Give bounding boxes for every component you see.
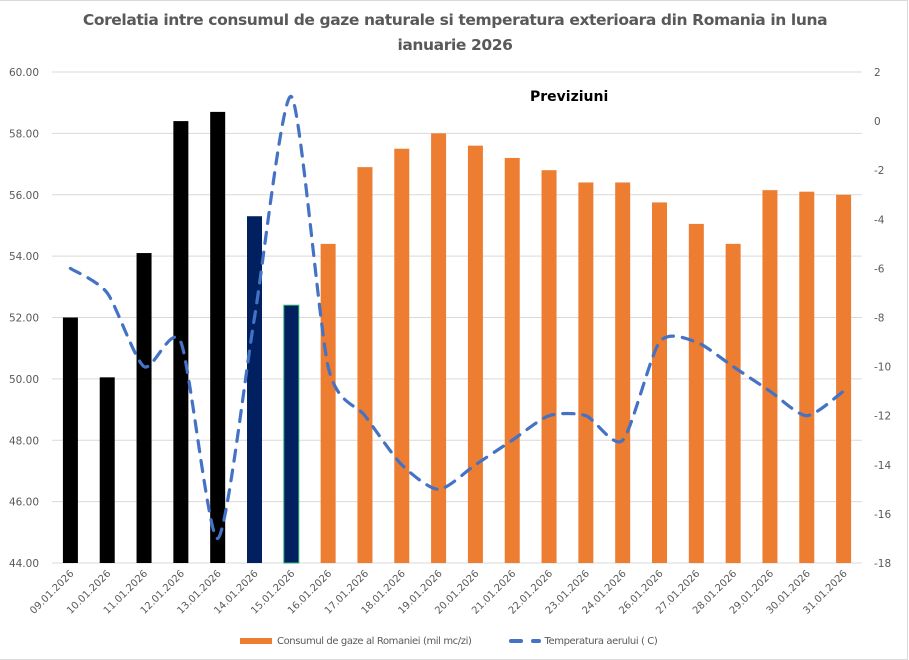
- chart-title-line-1: Corelatia intre consumul de gaze natural…: [82, 11, 828, 29]
- bar: [62, 317, 78, 563]
- bar: [467, 145, 483, 563]
- y-left-tick-label: 46.00: [9, 497, 39, 509]
- bar: [799, 191, 815, 563]
- y-left-tick-label: 52.00: [9, 313, 39, 325]
- bar: [504, 157, 520, 564]
- bar: [836, 194, 852, 563]
- bar: [431, 133, 447, 563]
- y-left-tick-label: 44.00: [9, 558, 39, 570]
- bar: [394, 148, 410, 563]
- y-right-tick-label: -16: [874, 509, 891, 521]
- legend-label-consumption: Consumul de gaze al Romaniei (mil mc/zi): [277, 635, 472, 647]
- bar: [283, 304, 300, 564]
- y-right-tick-label: -18: [874, 558, 891, 570]
- y-right-tick-label: -10: [874, 362, 891, 374]
- bar: [615, 182, 631, 563]
- bar: [578, 182, 594, 563]
- chart-title: Corelatia intre consumul de gaze natural…: [60, 8, 850, 58]
- y-right-tick-label: -6: [874, 263, 885, 275]
- y-left-tick-label: 56.00: [9, 190, 39, 202]
- legend-item-consumption[interactable]: Consumul de gaze al Romaniei (mil mc/zi): [240, 635, 472, 647]
- y-right-tick-label: -14: [874, 460, 891, 472]
- bar: [247, 216, 262, 563]
- bar: [320, 243, 336, 563]
- forecast-annotation: Previziuni: [530, 89, 608, 105]
- y-right-tick-label: 2: [874, 67, 881, 79]
- y-right-tick-label: -12: [874, 411, 891, 423]
- legend-item-temperature[interactable]: Temperatura aerului ( C): [501, 635, 658, 647]
- bar: [136, 253, 152, 563]
- legend-swatch-dashed-line: [501, 638, 542, 644]
- bar: [99, 377, 115, 563]
- legend-label-temperature: Temperatura aerului ( C): [544, 635, 658, 647]
- y-axis-left: 44.00 46.00 48.00 50.00 52.00 54.00 56.00 58.00…: [9, 67, 39, 570]
- chart-plot: 44.00 46.00 48.00 50.00 52.00 54.00 56.00 58.00…: [9, 67, 892, 617]
- bar: [357, 167, 373, 563]
- y-left-tick-label: 48.00: [9, 435, 39, 447]
- y-axis-right: -18 -16 -14 -12 -10 -8 -6 -4 -2 0 2: [874, 67, 891, 570]
- temperature-line: [68, 94, 846, 541]
- y-left-tick-label: 58.00: [9, 128, 39, 140]
- bar: [210, 111, 226, 564]
- bar: [652, 202, 667, 563]
- y-left-tick-label: 50.00: [9, 374, 39, 386]
- y-left-tick-label: 54.00: [9, 251, 39, 263]
- y-right-tick-label: 0: [874, 116, 881, 128]
- bar: [762, 190, 778, 563]
- y-left-tick-label: 60.00: [9, 67, 39, 79]
- chart-title-line-2: ianuarie 2026: [397, 36, 513, 54]
- y-right-tick-label: -4: [874, 214, 885, 226]
- y-right-tick-label: -8: [874, 313, 884, 325]
- bar: [541, 170, 557, 563]
- x-axis: 09.01.202610.01.202611.01.202612.01.2026…: [28, 568, 849, 616]
- bar: [725, 243, 741, 563]
- legend: Consumul de gaze al Romaniei (mil mc/zi)…: [240, 633, 687, 649]
- y-right-tick-label: -2: [874, 165, 884, 177]
- bar: [688, 223, 704, 563]
- legend-swatch-bar: [240, 638, 272, 644]
- bar-series: [62, 111, 852, 564]
